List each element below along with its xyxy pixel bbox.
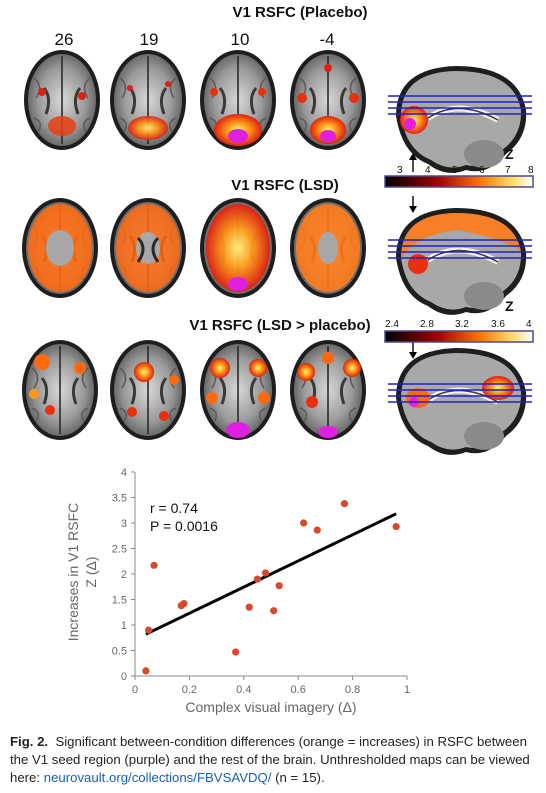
lsd-slice-minus4 xyxy=(288,196,368,300)
cbar-top-tick: 4 xyxy=(425,165,431,176)
cbar-top-tick: 5 xyxy=(452,165,458,176)
data-point xyxy=(300,519,308,527)
diff-slice-10 xyxy=(198,338,278,442)
data-point xyxy=(232,648,240,656)
cbar-bottom-tick: 4 xyxy=(526,319,532,330)
data-point xyxy=(275,582,283,590)
slice-label-10: 10 xyxy=(230,30,250,49)
data-point xyxy=(340,500,349,508)
lsd-sagittal xyxy=(388,208,532,315)
diff-slice-26 xyxy=(20,338,100,442)
caption-link[interactable]: neurovault.org/collections/FBVSAVDQ/ xyxy=(43,770,272,785)
lsd-slice-10 xyxy=(198,196,278,300)
cbar-top-tick: 6 xyxy=(479,165,485,176)
caption-fig-label: Fig. 2. xyxy=(10,734,49,749)
diff-title: V1 RSFC (LSD > placebo) xyxy=(189,317,371,334)
y-tick-label: 0.5 xyxy=(112,646,127,658)
stat-r: r = 0.74 xyxy=(150,500,198,516)
brain-slices-figure xyxy=(20,48,534,470)
arrow-up-icon xyxy=(409,153,417,172)
data-point xyxy=(253,575,261,583)
data-point xyxy=(245,603,253,611)
y-axis-label-2: Z (Δ) xyxy=(83,556,99,587)
cbar-top-tick: 7 xyxy=(505,165,511,176)
data-point xyxy=(392,522,400,531)
data-point xyxy=(261,569,270,577)
placebo-slice-19 xyxy=(108,48,188,152)
data-point xyxy=(145,626,153,634)
diff-slice-19 xyxy=(108,338,188,442)
slice-label-19: 19 xyxy=(139,30,159,49)
placebo-sagittal xyxy=(388,66,532,173)
x-axis-label: Complex visual imagery (Δ) xyxy=(185,699,356,715)
cbar-top-tick: 3 xyxy=(397,165,403,176)
diff-slice-minus4 xyxy=(288,338,368,442)
stat-p: P = 0.0016 xyxy=(150,518,218,534)
y-tick-label: 3.5 xyxy=(112,493,127,505)
y-axis-label: Increases in V1 RSFC xyxy=(65,503,81,642)
y-tick-label: 1 xyxy=(121,620,127,632)
data-point xyxy=(142,667,150,675)
slice-label-minus4: -4 xyxy=(319,30,335,49)
cbar-bottom-tick: 3.2 xyxy=(455,319,469,330)
data-point xyxy=(150,561,158,569)
data-point xyxy=(270,607,278,615)
cbar-bottom-z-label: Z xyxy=(505,298,514,314)
diff-sagittal xyxy=(388,348,532,455)
y-tick-label: 1.5 xyxy=(112,595,127,607)
placebo-slice-10 xyxy=(198,48,278,152)
slice-label-26: 26 xyxy=(54,30,74,49)
data-point xyxy=(313,526,321,534)
x-tick-label: 0.8 xyxy=(345,684,360,696)
x-tick-label: 1 xyxy=(404,684,410,696)
colorbar-bottom xyxy=(384,330,534,343)
x-tick-label: 0.2 xyxy=(182,684,197,696)
y-tick-label: 3 xyxy=(121,518,127,530)
x-tick-label: 0.4 xyxy=(236,684,251,696)
x-tick-label: 0.6 xyxy=(291,684,306,696)
scatter-plot: 0 0.5 1 1.5 2 2.5 3 3.5 4 0 0.2 0.4 0.6 0.8 1 r = 0.74… xyxy=(65,467,410,715)
cbar-bottom-tick: 2.4 xyxy=(385,319,399,330)
x-tick-label: 0 xyxy=(132,684,138,696)
lsd-title: V1 RSFC (LSD) xyxy=(231,177,339,194)
cbar-bottom-tick: 3.6 xyxy=(491,319,505,330)
arrow-down-icon xyxy=(409,196,417,213)
cbar-top-tick: 8 xyxy=(528,165,534,176)
placebo-slice-minus4 xyxy=(288,48,368,152)
lsd-slice-19 xyxy=(108,196,188,300)
cbar-top-z-label: Z xyxy=(505,146,514,162)
y-tick-label: 4 xyxy=(121,467,127,479)
caption-n: (n = 15). xyxy=(275,770,325,785)
caption-text: Significant between-condition difference… xyxy=(10,734,530,785)
data-point xyxy=(180,599,188,608)
figure-caption: Fig. 2. Significant between-condition di… xyxy=(10,733,538,787)
arrow-down-icon-2 xyxy=(409,342,417,359)
regression-line xyxy=(145,512,397,636)
placebo-slice-26 xyxy=(22,48,102,152)
colorbar-top xyxy=(384,175,534,188)
cbar-bottom-tick: 2.8 xyxy=(420,319,434,330)
lsd-slice-26 xyxy=(20,196,100,300)
y-tick-label: 2 xyxy=(121,569,127,581)
y-tick-label: 2.5 xyxy=(112,544,127,556)
y-tick-label: 0 xyxy=(121,671,127,683)
placebo-title: V1 RSFC (Placebo) xyxy=(232,4,368,21)
